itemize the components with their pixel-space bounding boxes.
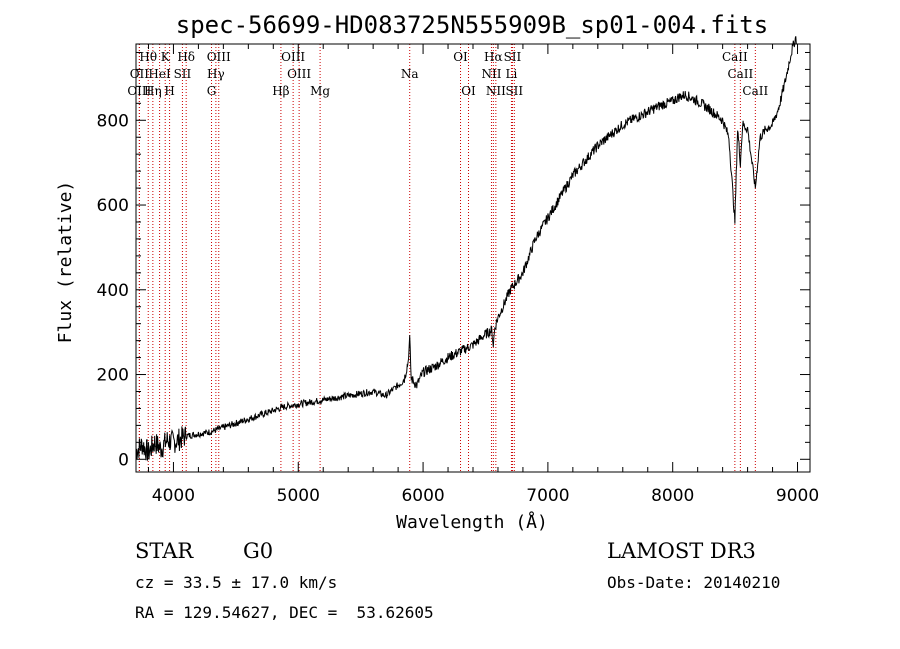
spectral-line-label: CaII	[722, 50, 748, 64]
spectral-line-label: Hδ	[177, 50, 195, 64]
y-tick-label: 400	[97, 281, 129, 301]
y-tick-label: 600	[97, 196, 129, 216]
x-axis-ticks: 4000 5000 6000 7000 8000 9000	[147, 44, 819, 506]
x-tick-label: 5000	[277, 486, 320, 506]
flux-series-line	[135, 36, 797, 461]
spectral-line-label: OIII	[287, 67, 311, 81]
redshift-text: cz = 33.5 ± 17.0 km/s	[135, 573, 338, 592]
spectral-line-label: SII	[174, 67, 192, 81]
x-axis-label: Wavelength (Å)	[396, 511, 548, 533]
x-tick-label: 9000	[776, 486, 819, 506]
object-class: STAR	[135, 539, 194, 563]
spectral-line-label: Hβ	[272, 84, 289, 98]
survey-name: LAMOST DR3	[607, 539, 756, 563]
spectral-line-label: Hγ	[207, 67, 225, 81]
y-tick-label: 800	[97, 111, 129, 131]
spectral-line-label: OII	[130, 67, 150, 81]
spectral-line-label: Na	[401, 67, 419, 81]
spectral-line-label: OI	[453, 50, 468, 64]
spectral-line-label: HeI	[148, 67, 171, 81]
spectral-line-label: SII	[505, 84, 523, 98]
spectral-line-label: CaII	[742, 84, 768, 98]
spectral-line-label: K	[161, 50, 171, 64]
y-tick-label: 200	[97, 366, 129, 386]
spectral-line-label: Hα	[484, 50, 503, 64]
y-axis-label: Flux (relative)	[55, 181, 76, 344]
y-tick-label: 0	[118, 450, 129, 470]
x-tick-label: 6000	[401, 486, 444, 506]
x-tick-label: 4000	[152, 486, 195, 506]
spectral-line-label: OIII	[207, 50, 231, 64]
spectral-line-label: NII	[486, 84, 506, 98]
spectral-line-label: CaII	[727, 67, 753, 81]
spectral-line-label: OIII	[281, 50, 305, 64]
chart-title: spec-56699-HD083725N555909B_sp01-004.fit…	[176, 11, 768, 39]
spectral-line-markers	[138, 44, 756, 472]
spectral-line-label: H	[164, 84, 174, 98]
object-subclass: G0	[243, 539, 274, 563]
x-tick-label: 8000	[651, 486, 694, 506]
spectral-line-label: Hη	[144, 84, 162, 98]
spectral-line-label: OI	[461, 84, 476, 98]
spectral-line-label: Mg	[310, 84, 330, 98]
spectral-line-label: OIII	[127, 84, 151, 98]
spectral-line-label: NII	[481, 67, 501, 81]
spectral-line-label: G	[207, 84, 217, 98]
y-axis-ticks: 0 200 400 600 800	[97, 51, 810, 470]
spectral-line-label: Hθ	[139, 50, 157, 64]
observation-date: Obs-Date: 20140210	[607, 573, 781, 592]
spectral-line-label: SII	[504, 50, 522, 64]
spectral-line-label: Li	[506, 67, 518, 81]
x-tick-label: 7000	[526, 486, 569, 506]
coordinates-text: RA = 129.54627, DEC = 53.62605	[135, 603, 434, 622]
